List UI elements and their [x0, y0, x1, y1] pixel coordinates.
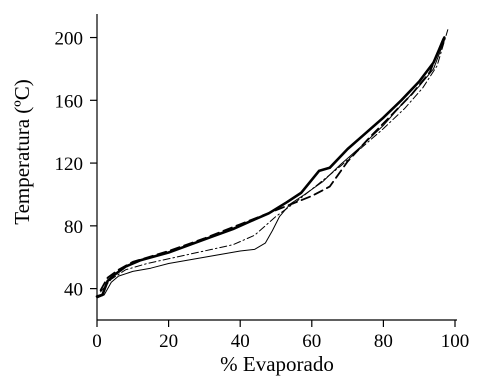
- plot-area: 0 20 40 60 80 100 40 80 120 160 200: [55, 14, 470, 352]
- y-tick-label: 80: [64, 217, 83, 238]
- y-tick-label: 160: [55, 91, 84, 112]
- x-tick-label: 0: [92, 331, 102, 352]
- ticks: 0 20 40 60 80 100 40 80 120 160 200: [55, 29, 470, 352]
- series-line-thin-solid: [96, 40, 445, 299]
- y-tick-label: 200: [55, 29, 84, 50]
- series-line-dashed: [99, 35, 446, 292]
- x-tick-label: 80: [374, 331, 393, 352]
- x-tick-label: 40: [231, 331, 250, 352]
- y-tick-label: 120: [55, 154, 84, 175]
- y-axis-title: Temperatura (ºC): [10, 79, 34, 225]
- x-axis-title: % Evaporado: [220, 352, 334, 376]
- y-tick-label: 40: [64, 280, 83, 301]
- x-tick-label: 60: [302, 331, 321, 352]
- series-line-dash-dot: [100, 29, 449, 293]
- x-tick-label: 20: [159, 331, 178, 352]
- series-group: [95, 29, 449, 299]
- x-tick-label: 100: [441, 331, 470, 352]
